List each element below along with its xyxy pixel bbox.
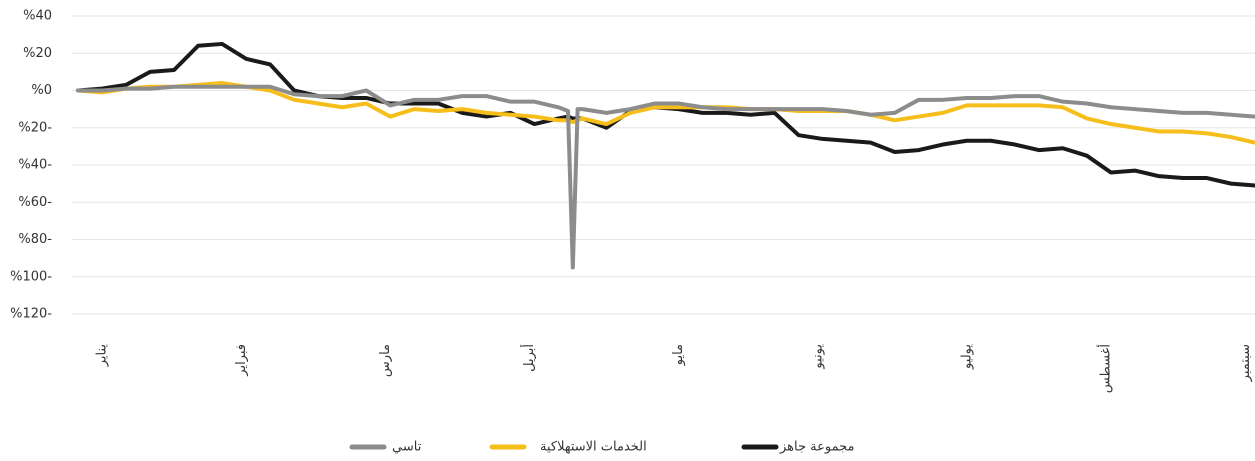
series-line xyxy=(76,81,1255,145)
y-tick-label: %40- xyxy=(18,158,52,173)
y-tick-label: %20 xyxy=(23,46,52,61)
series-line xyxy=(76,84,1255,270)
x-tick-label: فبراير xyxy=(234,344,249,377)
y-tick-label: %80- xyxy=(18,232,52,247)
legend-label: مجموعة جاهز xyxy=(779,440,854,455)
y-tick-label: %60- xyxy=(18,195,52,210)
x-tick-label: أبريل xyxy=(520,344,537,372)
y-tick-label: %100- xyxy=(10,269,52,284)
legend-label: الخدمات الاستهلاكية xyxy=(540,440,647,455)
x-tick-label: مارس xyxy=(378,344,393,377)
y-tick-label: %40 xyxy=(23,9,52,24)
x-tick-label: سبتمبر xyxy=(1238,344,1253,382)
x-tick-label: يوليو xyxy=(959,344,974,370)
x-tick-label: أغسطس xyxy=(1097,344,1114,393)
x-tick-label: يناير xyxy=(95,344,110,368)
legend-label: تاسي xyxy=(392,440,422,455)
x-tick-label: مايو xyxy=(671,344,686,366)
y-tick-label: %20- xyxy=(18,120,52,135)
y-tick-label: %0 xyxy=(31,83,52,98)
x-tick-label: يونيو xyxy=(810,344,825,370)
y-tick-label: %120- xyxy=(10,307,52,322)
